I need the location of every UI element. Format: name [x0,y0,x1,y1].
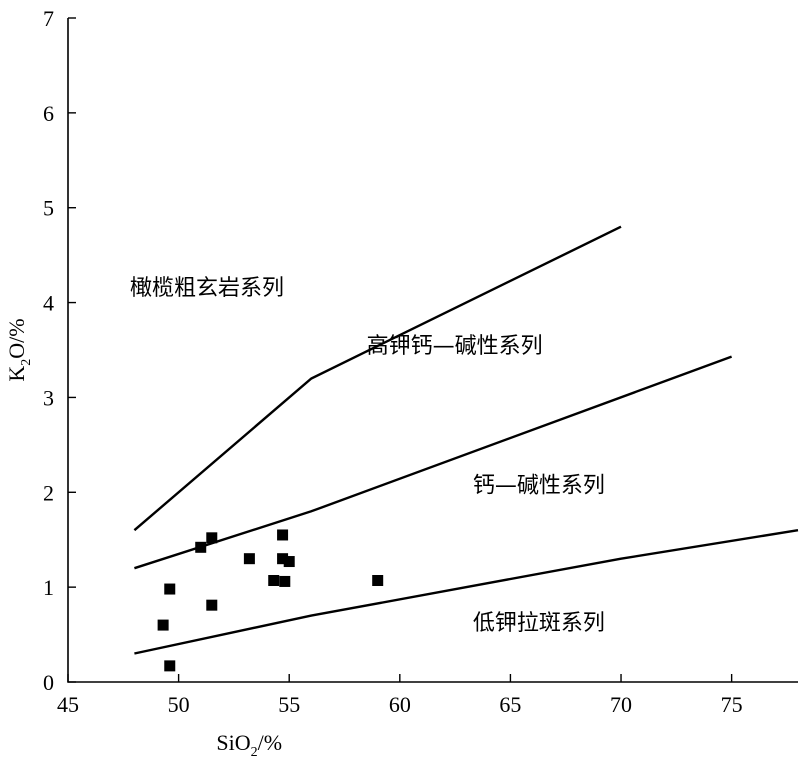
data-point [268,575,280,587]
y-tick-label: 3 [43,385,54,410]
y-tick-label: 2 [43,480,54,505]
data-point [277,553,289,565]
data-point [283,556,295,568]
y-tick-label: 6 [43,101,54,126]
data-points [157,529,384,672]
x-tick-label: 55 [278,692,300,717]
data-point [157,619,169,631]
data-point [372,575,384,587]
x-tick-label: 50 [168,692,190,717]
boundary-line [134,529,799,655]
data-point [164,660,176,672]
data-point [279,575,291,587]
x-tick-label: 65 [499,692,521,717]
region-label: 低钾拉斑系列 [473,611,605,636]
x-tick-label: 70 [610,692,632,717]
boundary-line [134,355,733,570]
boundary-line [133,225,622,532]
y-tick-label: 7 [43,6,54,31]
data-point [206,599,218,611]
boundary-lines [133,225,799,655]
y-tick-label: 5 [43,196,54,221]
region-label: 橄榄粗玄岩系列 [130,276,284,301]
x-tick-label: 60 [389,692,411,717]
data-point [164,583,176,595]
y-tick-label: 4 [43,291,54,316]
y-axis: 0 1 2 3 4 5 6 7 [43,6,76,695]
region-label: 高钾钙—碱性系列 [367,334,543,359]
y-axis-title: K2O/% [4,318,34,381]
data-point [195,541,207,553]
data-point [243,553,255,565]
data-point [277,529,289,541]
region-label: 钙—碱性系列 [473,473,605,498]
data-point [206,532,218,544]
x-axis-title: SiO2/% [216,730,282,760]
x-axis: 45 50 55 60 65 70 75 [57,674,743,717]
y-tick-label: 1 [43,575,54,600]
x-tick-label: 45 [57,692,79,717]
y-tick-label: 0 [43,670,54,695]
x-tick-label: 75 [721,692,743,717]
